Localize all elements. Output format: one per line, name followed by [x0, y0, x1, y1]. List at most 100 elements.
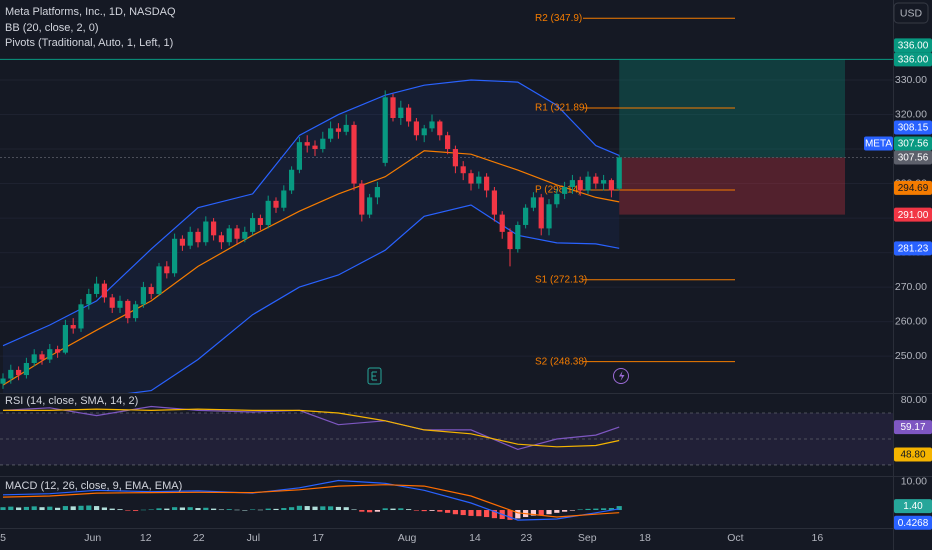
x-tick-label: 22 — [193, 532, 205, 544]
histogram-bar — [273, 508, 279, 511]
candle-body — [328, 128, 334, 139]
candle-body — [218, 235, 225, 243]
earnings-icon-frame[interactable] — [367, 367, 382, 385]
candle-body — [156, 266, 162, 294]
x-tick-label: Aug — [398, 532, 417, 544]
histogram-bar — [39, 507, 45, 511]
histogram-bar — [234, 509, 240, 511]
price-badge — [894, 207, 932, 222]
x-tick-label: 18 — [639, 532, 651, 544]
indicator-line — [2, 484, 620, 518]
histogram-bar — [179, 507, 186, 511]
candle-body — [335, 128, 342, 132]
histogram-bar — [265, 508, 271, 511]
candle-body — [39, 354, 45, 360]
candle-body — [569, 180, 576, 188]
histogram-bar — [70, 506, 76, 511]
price-badge — [894, 241, 932, 256]
main-pane: R2 (347.9) R1 (321.89) P (298.14) S1 (272.1… — [0, 13, 893, 393]
histogram-bar — [320, 506, 326, 511]
histogram-bar — [23, 506, 30, 511]
event-icon[interactable] — [613, 368, 629, 384]
histogram-bar — [421, 510, 427, 512]
earnings-icon-glyph[interactable] — [371, 371, 377, 381]
candle-body — [62, 325, 69, 353]
price-badge-label: 308.15 — [898, 123, 929, 134]
y-tick-label: 250.00 — [895, 350, 927, 362]
candle-body — [593, 176, 599, 184]
candle-body — [23, 362, 30, 376]
event-icon-ring[interactable] — [613, 368, 629, 384]
histogram-bar — [406, 509, 412, 511]
histogram-bar — [211, 508, 217, 511]
candle-body — [390, 97, 396, 119]
price-badge — [894, 420, 932, 435]
candle-body — [250, 218, 256, 232]
y-tick-label: 10.00 — [901, 476, 927, 488]
price-badge — [894, 180, 932, 195]
histogram-bar — [445, 510, 451, 513]
candle-body — [320, 138, 326, 150]
candle-body — [585, 176, 591, 191]
candle-body — [273, 200, 279, 208]
histogram-bar — [577, 509, 583, 511]
axes: 250.00260.00270.00280.00290.00300.00310.… — [0, 38, 932, 544]
x-tick-label: Oct — [727, 532, 743, 544]
y-tick-label: 320.00 — [895, 108, 927, 120]
pivot-label: R2 (347.9) — [535, 13, 582, 24]
candle-body — [577, 180, 583, 191]
indicator-line — [2, 479, 620, 521]
price-badge-label: 307.56 — [898, 139, 929, 150]
macd-legend: MACD (12, 26, close, 9, EMA, EMA) — [5, 480, 182, 492]
histogram-bar — [437, 510, 443, 512]
event-icon-bolt[interactable] — [619, 371, 625, 381]
candle-body — [616, 157, 622, 189]
candle-body — [289, 169, 295, 191]
histogram-bar — [304, 506, 310, 511]
currency-button[interactable] — [893, 2, 929, 24]
histogram-bar — [616, 506, 622, 511]
symbol-badge — [864, 136, 893, 151]
currency-label[interactable]: USD — [900, 7, 923, 19]
histogram-bar — [476, 510, 482, 517]
candle-body — [47, 349, 53, 360]
histogram-bar — [78, 505, 84, 511]
pivot-label: S2 (248.38) — [535, 356, 587, 367]
candle-body — [187, 231, 193, 246]
candle-body — [117, 300, 123, 308]
histogram-bar — [140, 509, 147, 511]
x-tick-label: Jul — [247, 532, 260, 544]
candle-body — [608, 180, 615, 191]
candle-body — [70, 325, 76, 329]
histogram-bar — [148, 509, 154, 511]
symbol-title: Meta Platforms, Inc., 1D, NASDAQ — [5, 6, 176, 18]
histogram-bar — [218, 509, 225, 511]
histogram-bar — [164, 508, 170, 511]
candle-body — [429, 121, 435, 129]
histogram-bar — [608, 508, 615, 511]
candle-body — [507, 231, 513, 250]
x-tick-label: Sep — [578, 532, 597, 544]
price-badge-label: 307.56 — [898, 153, 929, 164]
histogram-bar — [86, 505, 92, 511]
bb-background — [3, 80, 620, 393]
x-tick-label: Jun — [84, 532, 101, 544]
histogram-bar — [289, 507, 295, 511]
histogram-bar — [281, 508, 287, 511]
pivot-label: S1 (272.13) — [535, 274, 587, 285]
x-tick-label: 14 — [469, 532, 481, 544]
earnings-icon[interactable] — [367, 367, 382, 385]
candle-body — [172, 238, 178, 274]
histogram-bar — [250, 509, 256, 511]
histogram-bar — [554, 510, 560, 513]
histogram-bar — [296, 505, 303, 511]
candle-body — [16, 369, 22, 376]
candle-body — [382, 97, 388, 163]
x-tick-label: 17 — [312, 532, 324, 544]
candle-body — [296, 142, 303, 170]
histogram-bar — [343, 507, 349, 511]
histogram-bar — [546, 510, 552, 515]
histogram-bar — [491, 510, 498, 519]
price-badge-label: 281.23 — [898, 243, 929, 254]
candle-body — [140, 287, 147, 305]
